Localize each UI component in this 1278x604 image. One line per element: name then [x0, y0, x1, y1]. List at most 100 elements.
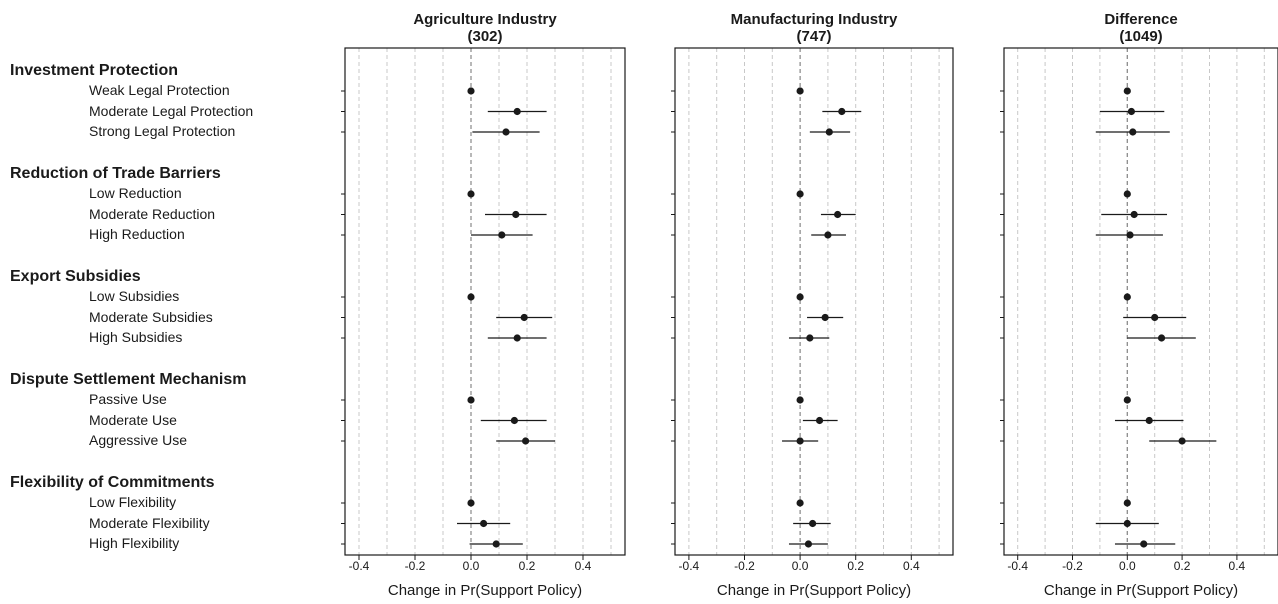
panel: -0.4 -0.2 0.0 0.2 0.4 — [671, 47, 954, 573]
group-label: Investment Protection — [10, 62, 179, 79]
x-tick-label: 0.4 — [1229, 559, 1246, 573]
point-estimate — [809, 519, 817, 528]
panel-frame — [1003, 47, 1278, 556]
group-label: Dispute Settlement Mechanism — [10, 371, 247, 388]
point-estimate — [838, 107, 846, 116]
group-label: Reduction of Trade Barriers — [10, 165, 221, 182]
point-estimate — [1123, 293, 1131, 301]
point-estimate — [1126, 231, 1134, 239]
level-label: Strong Legal Protection — [89, 123, 236, 139]
panel-title-text: Manufacturing Industry — [730, 11, 898, 28]
level-label: Low Subsidies — [89, 288, 180, 304]
panel-sample-size: (1049) — [1119, 28, 1163, 45]
x-tick-label: 0.0 — [1119, 559, 1136, 573]
point-estimate — [1157, 334, 1166, 342]
x-tick-label: 0.0 — [792, 559, 809, 573]
panel-title: Difference (1049) — [1001, 11, 1278, 45]
point-estimate — [796, 437, 804, 445]
level-label: Low Flexibility — [89, 494, 177, 510]
level-label: Moderate Reduction — [89, 205, 216, 222]
point-estimate — [1130, 210, 1138, 219]
panel-sample-size: (302) — [467, 28, 503, 45]
x-tick-label: -0.2 — [734, 559, 755, 573]
point-estimate — [467, 499, 475, 507]
x-tick-label: -0.2 — [1062, 559, 1083, 573]
x-axis-label: Change in Pr(Support Policy) — [716, 582, 912, 599]
point-estimate — [467, 87, 475, 95]
panel-frame — [674, 47, 954, 556]
point-estimate — [796, 499, 804, 507]
panel-sample-size: (747) — [796, 28, 832, 45]
point-estimate — [1178, 437, 1186, 445]
point-estimate — [1123, 87, 1131, 95]
x-tick-label: 0.0 — [463, 559, 480, 573]
point-estimate — [796, 190, 804, 198]
x-tick-label: 0.2 — [847, 559, 864, 573]
point-estimate — [513, 107, 521, 116]
point-estimate — [796, 87, 804, 95]
level-label: High Subsidies — [89, 329, 183, 345]
x-axis-label: Change in Pr(Support Policy) — [1043, 582, 1239, 599]
point-estimate — [824, 231, 832, 239]
level-label: High Reduction — [89, 226, 185, 242]
point-estimate — [806, 334, 814, 342]
point-estimate — [825, 128, 833, 136]
x-tick-label: -0.4 — [349, 559, 370, 573]
panel-title: Agriculture Industry (302) — [345, 11, 625, 45]
point-estimate — [520, 313, 528, 322]
point-estimate — [834, 210, 842, 219]
level-label: Passive Use — [89, 391, 167, 407]
x-axis-label: Change in Pr(Support Policy) — [387, 582, 583, 599]
point-estimate — [467, 190, 475, 198]
point-estimate — [1123, 519, 1131, 528]
x-tick-label: -0.4 — [679, 559, 700, 573]
level-label: High Flexibility — [89, 535, 180, 551]
point-estimate — [510, 416, 518, 425]
point-estimate — [815, 416, 824, 425]
point-estimate — [502, 128, 510, 136]
point-estimate — [796, 293, 804, 301]
point-estimate — [480, 519, 488, 528]
level-label: Moderate Legal Protection — [89, 102, 254, 119]
point-estimate — [1145, 416, 1153, 425]
level-label: Low Reduction — [89, 185, 182, 201]
x-tick-label: 0.2 — [519, 559, 536, 573]
x-tick-label: 0.4 — [575, 559, 592, 573]
level-label: Moderate Use — [89, 411, 177, 428]
point-estimate — [796, 396, 804, 404]
point-estimate — [1123, 499, 1131, 507]
point-estimate — [1123, 396, 1131, 404]
x-tick-label: -0.4 — [1007, 559, 1028, 573]
point-estimate — [513, 334, 521, 342]
point-estimate — [1140, 540, 1148, 548]
point-estimate — [498, 231, 506, 239]
panel: -0.4 -0.2 0.0 0.2 0.4 — [1000, 47, 1278, 573]
point-estimate — [821, 313, 829, 322]
group-label: Flexibility of Commitments — [10, 474, 215, 491]
point-estimate — [467, 396, 475, 404]
point-estimate — [1151, 313, 1159, 322]
point-estimate — [522, 437, 530, 445]
panel-title-text: Difference — [1104, 11, 1178, 28]
point-estimate — [1129, 128, 1137, 136]
x-tick-label: 0.4 — [903, 559, 920, 573]
point-estimate — [1123, 190, 1131, 198]
point-estimate — [804, 540, 813, 548]
x-tick-label: 0.2 — [1174, 559, 1191, 573]
group-label: Export Subsidies — [10, 268, 141, 285]
panel: -0.4 -0.2 0.0 0.2 0.4 — [341, 47, 626, 573]
point-estimate — [1127, 107, 1136, 116]
level-label: Weak Legal Protection — [89, 82, 230, 98]
panel-title: Manufacturing Industry (747) — [674, 11, 954, 45]
panel-frame — [344, 47, 626, 556]
x-tick-label: -0.2 — [405, 559, 426, 573]
level-label: Moderate Subsidies — [89, 308, 213, 325]
point-estimate — [512, 210, 520, 219]
point-estimate — [492, 540, 500, 548]
level-label: Aggressive Use — [89, 432, 188, 448]
panel-title-text: Agriculture Industry — [413, 11, 557, 28]
point-estimate — [467, 293, 475, 301]
level-label: Moderate Flexibility — [89, 514, 210, 531]
